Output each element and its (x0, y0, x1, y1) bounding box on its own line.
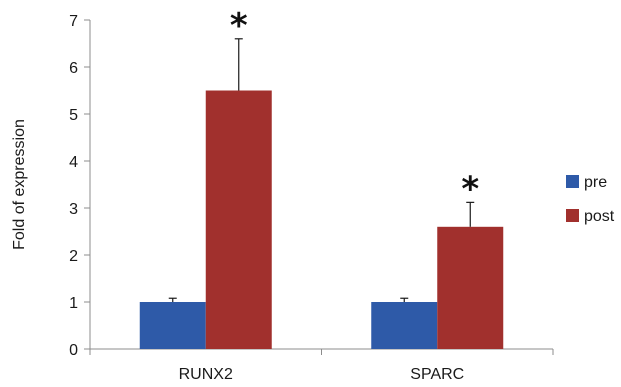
legend-label-post: post (584, 208, 615, 225)
y-tick-label: 7 (69, 13, 78, 30)
bar-post-runx2 (205, 90, 272, 349)
bars (139, 90, 504, 349)
legend-swatch-post (566, 209, 579, 222)
y-tick-label: 4 (69, 154, 78, 171)
legend-label-pre: pre (584, 174, 607, 191)
annotations: ** (230, 6, 480, 210)
error-bars (168, 38, 475, 302)
significance-mark-runx2: * (230, 6, 248, 46)
y-tick-label: 5 (69, 107, 78, 124)
x-tick-label-runx2: RUNX2 (179, 366, 233, 383)
y-tick-label: 1 (69, 295, 78, 312)
bar-pre-sparc (371, 302, 438, 349)
y-axis-title: Fold of expression (11, 119, 28, 250)
legend-swatch-pre (566, 175, 579, 188)
y-tick-label: 3 (69, 201, 78, 218)
significance-mark-sparc: * (461, 169, 479, 209)
bar-post-sparc (437, 226, 504, 349)
legend: pre post (566, 174, 615, 225)
y-tick-label: 6 (69, 60, 78, 77)
bar-pre-runx2 (139, 302, 206, 349)
tick-labels: 0 1 2 3 4 5 6 7 RUNX2 SPARC (69, 13, 464, 383)
y-tick-label: 0 (69, 342, 78, 359)
y-tick-label: 2 (69, 248, 78, 265)
x-tick-label-sparc: SPARC (410, 366, 464, 383)
